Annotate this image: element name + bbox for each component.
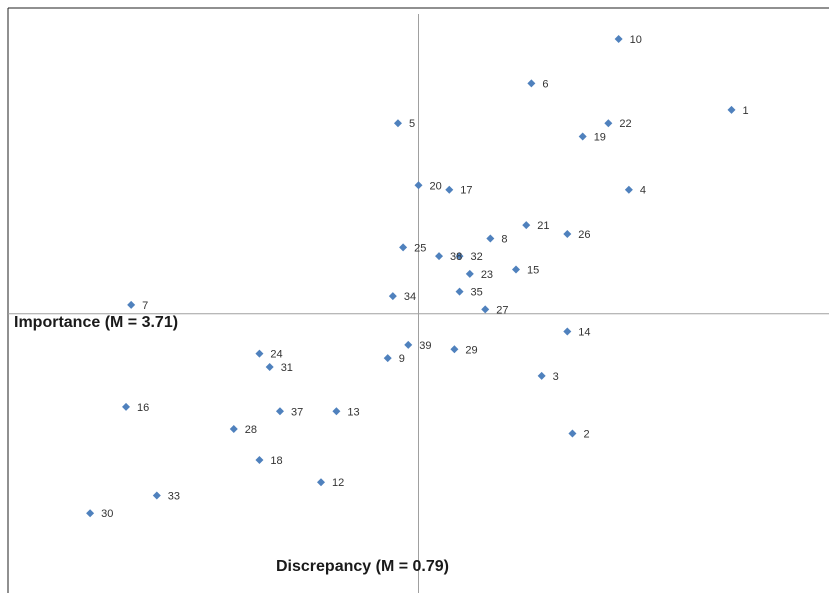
data-point-28 <box>229 425 238 434</box>
data-point-29 <box>450 345 459 354</box>
data-point-14 <box>563 327 572 336</box>
data-label-38: 38 <box>450 251 462 263</box>
data-label-4: 4 <box>640 185 646 197</box>
data-point-5 <box>393 119 402 128</box>
data-label-3: 3 <box>553 371 559 383</box>
data-label-30: 30 <box>101 508 113 520</box>
data-point-4 <box>624 185 633 194</box>
y-axis-label: Discrepancy (M = 0.79) <box>276 558 449 575</box>
data-label-22: 22 <box>619 118 631 130</box>
data-label-39: 39 <box>419 340 431 352</box>
data-point-20 <box>414 181 423 190</box>
data-label-7: 7 <box>142 300 148 312</box>
data-label-13: 13 <box>347 406 359 418</box>
data-point-23 <box>465 269 474 278</box>
data-point-3 <box>537 371 546 380</box>
data-label-29: 29 <box>465 344 477 356</box>
data-label-19: 19 <box>594 132 606 144</box>
data-point-32 <box>455 252 464 261</box>
data-label-6: 6 <box>542 78 548 90</box>
data-point-30 <box>86 509 95 518</box>
data-label-31: 31 <box>281 362 293 374</box>
data-point-38 <box>435 252 444 261</box>
data-label-28: 28 <box>245 424 257 436</box>
data-point-19 <box>578 132 587 141</box>
data-point-18 <box>255 456 264 465</box>
data-label-17: 17 <box>460 185 472 197</box>
data-label-23: 23 <box>481 269 493 281</box>
data-point-27 <box>481 305 490 314</box>
data-point-31 <box>265 362 274 371</box>
data-point-37 <box>275 407 284 416</box>
data-label-26: 26 <box>578 229 590 241</box>
data-label-2: 2 <box>583 428 589 440</box>
data-label-16: 16 <box>137 402 149 414</box>
x-axis-label: Importance (M = 3.71) <box>14 314 178 331</box>
data-label-8: 8 <box>501 233 507 245</box>
data-label-9: 9 <box>399 353 405 365</box>
data-point-1 <box>727 105 736 114</box>
data-label-15: 15 <box>527 264 539 276</box>
data-label-33: 33 <box>168 491 180 503</box>
data-label-34: 34 <box>404 291 416 303</box>
data-label-5: 5 <box>409 118 415 130</box>
data-point-7 <box>127 300 136 309</box>
data-label-35: 35 <box>471 287 483 299</box>
data-point-15 <box>511 265 520 274</box>
data-point-16 <box>122 402 131 411</box>
data-point-6 <box>527 79 536 88</box>
data-point-9 <box>383 354 392 363</box>
data-point-34 <box>388 292 397 301</box>
data-point-21 <box>522 221 531 230</box>
data-point-12 <box>317 478 326 487</box>
data-point-26 <box>563 230 572 239</box>
data-point-13 <box>332 407 341 416</box>
data-label-21: 21 <box>537 220 549 232</box>
data-label-12: 12 <box>332 477 344 489</box>
data-point-25 <box>399 243 408 252</box>
data-label-20: 20 <box>430 180 442 192</box>
data-point-33 <box>152 491 161 500</box>
data-point-2 <box>568 429 577 438</box>
data-label-14: 14 <box>578 327 590 339</box>
data-point-39 <box>404 340 413 349</box>
data-label-32: 32 <box>471 251 483 263</box>
data-point-24 <box>255 349 264 358</box>
data-point-35 <box>455 287 464 296</box>
data-point-17 <box>445 185 454 194</box>
data-label-24: 24 <box>270 349 282 361</box>
data-label-25: 25 <box>414 242 426 254</box>
data-label-1: 1 <box>743 105 749 117</box>
data-label-18: 18 <box>270 455 282 467</box>
data-point-8 <box>486 234 495 243</box>
data-point-22 <box>604 119 613 128</box>
data-point-10 <box>614 35 623 44</box>
data-points: 1234567891012131415161718192021222324252… <box>86 34 749 520</box>
data-label-10: 10 <box>630 34 642 46</box>
data-label-27: 27 <box>496 304 508 316</box>
data-label-37: 37 <box>291 406 303 418</box>
